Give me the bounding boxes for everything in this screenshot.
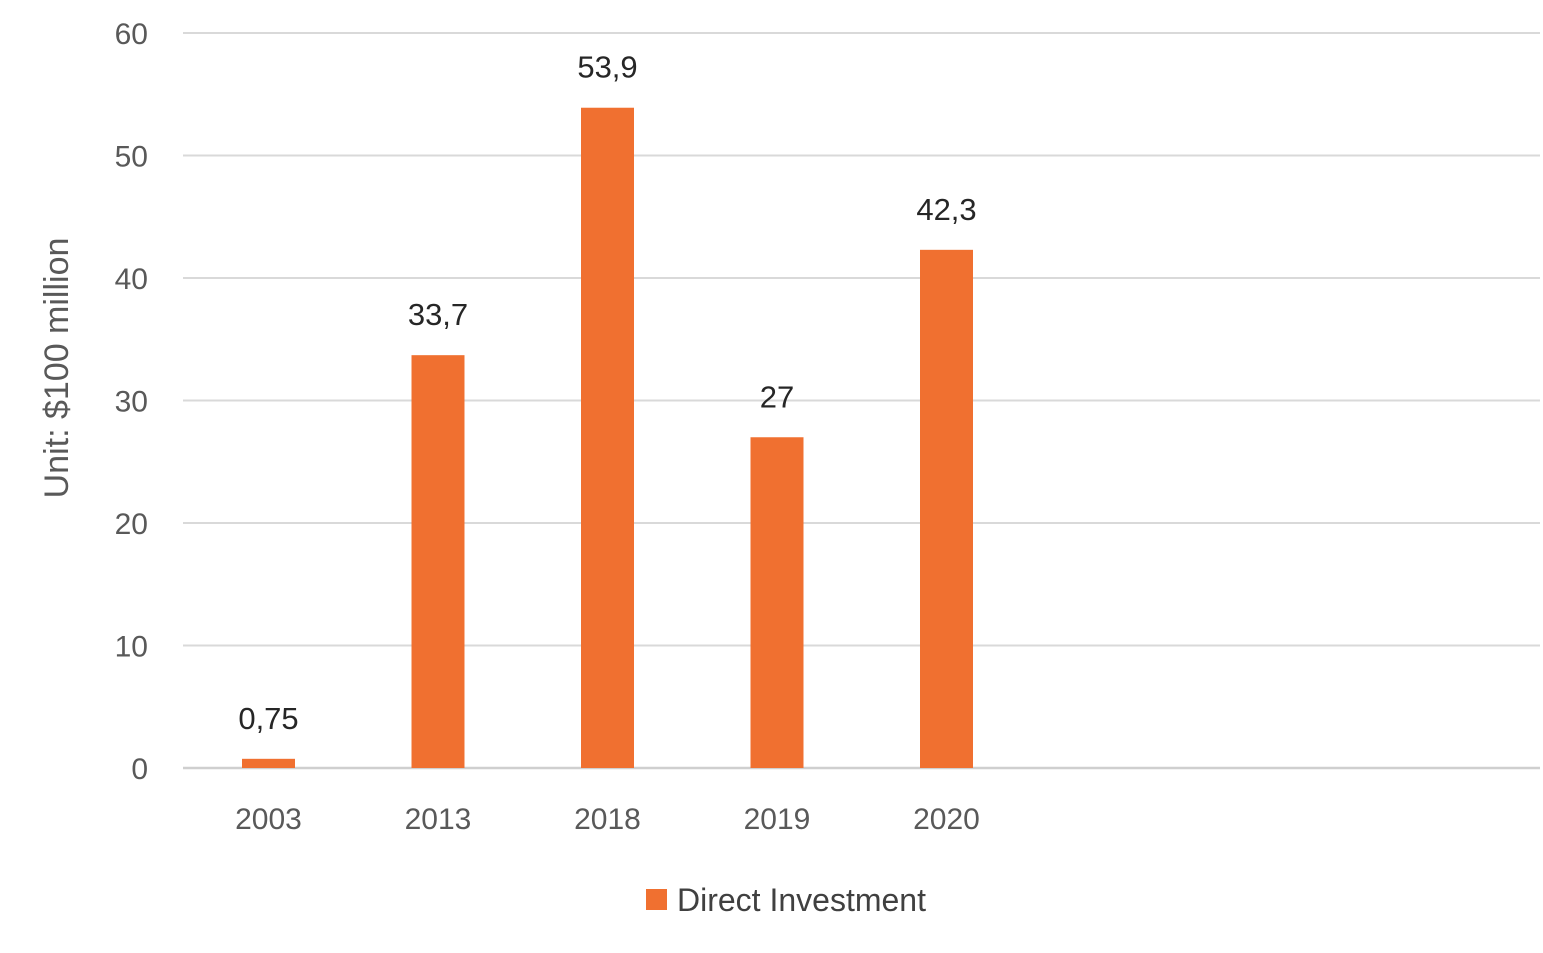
y-tick-label: 50 xyxy=(115,141,148,174)
data-label: 33,7 xyxy=(408,297,468,332)
y-tick-label: 20 xyxy=(115,508,148,541)
gridlines xyxy=(183,32,1540,770)
data-label: 0,75 xyxy=(238,701,298,736)
x-tick-label: 2018 xyxy=(574,803,641,836)
y-axis-ticks: 0 10 20 30 40 50 60 xyxy=(115,18,148,786)
x-axis-ticks: 2003 2013 2018 2019 2020 xyxy=(235,803,980,836)
y-tick-label: 60 xyxy=(115,18,148,51)
bars xyxy=(242,107,973,769)
y-tick-label: 30 xyxy=(115,386,148,419)
y-axis-title: Unit: $100 million xyxy=(38,238,76,499)
data-labels: 0,75 33,7 53,9 27 42,3 xyxy=(238,50,976,736)
legend-label: Direct Investment xyxy=(677,882,926,918)
bar xyxy=(242,758,295,768)
y-tick-label: 0 xyxy=(131,753,148,786)
x-tick-label: 2003 xyxy=(235,803,302,836)
bar xyxy=(750,437,804,768)
x-tick-label: 2020 xyxy=(913,803,980,836)
x-tick-label: 2013 xyxy=(405,803,472,836)
bar xyxy=(920,249,973,768)
y-tick-label: 40 xyxy=(115,263,148,296)
x-tick-label: 2019 xyxy=(744,803,811,836)
legend: Direct Investment xyxy=(646,882,926,918)
bar xyxy=(411,355,465,768)
data-label: 27 xyxy=(760,379,794,414)
data-label: 53,9 xyxy=(577,50,637,85)
data-label: 42,3 xyxy=(916,192,976,227)
y-tick-label: 10 xyxy=(115,631,148,664)
legend-swatch xyxy=(646,889,667,910)
bar xyxy=(581,107,634,769)
